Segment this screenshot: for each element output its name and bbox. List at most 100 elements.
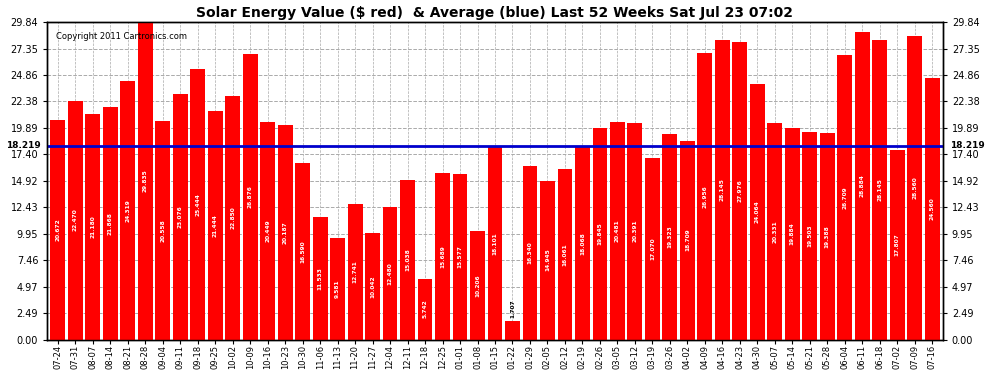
Text: 15.038: 15.038 bbox=[405, 248, 410, 271]
Bar bbox=[767, 123, 782, 340]
Text: 19.845: 19.845 bbox=[597, 223, 603, 245]
Bar bbox=[854, 32, 870, 340]
Bar bbox=[628, 123, 643, 340]
Text: 21.868: 21.868 bbox=[108, 212, 113, 235]
Text: 12.741: 12.741 bbox=[352, 260, 357, 283]
Bar bbox=[470, 231, 485, 340]
Bar bbox=[749, 84, 765, 340]
Bar bbox=[208, 111, 223, 340]
Bar bbox=[610, 122, 625, 340]
Text: 18.068: 18.068 bbox=[580, 232, 585, 255]
Bar bbox=[260, 122, 275, 340]
Text: 27.976: 27.976 bbox=[738, 179, 742, 202]
Text: 28.145: 28.145 bbox=[720, 178, 725, 201]
Bar bbox=[925, 78, 940, 340]
Text: 18.709: 18.709 bbox=[685, 229, 690, 251]
Bar bbox=[523, 166, 538, 340]
Bar bbox=[487, 147, 503, 340]
Bar bbox=[890, 150, 905, 340]
Text: 21.444: 21.444 bbox=[213, 214, 218, 237]
Text: 24.319: 24.319 bbox=[125, 199, 131, 222]
Text: 28.145: 28.145 bbox=[877, 178, 882, 201]
Bar bbox=[243, 54, 257, 340]
Text: 19.503: 19.503 bbox=[807, 225, 813, 247]
Bar bbox=[418, 279, 433, 340]
Bar bbox=[872, 40, 887, 340]
Text: 18.219: 18.219 bbox=[949, 141, 984, 150]
Text: 21.180: 21.180 bbox=[90, 216, 95, 238]
Text: 5.742: 5.742 bbox=[423, 300, 428, 318]
Bar bbox=[67, 100, 83, 340]
Text: 16.061: 16.061 bbox=[562, 243, 567, 266]
Bar bbox=[50, 120, 65, 340]
Bar bbox=[103, 107, 118, 340]
Text: 20.672: 20.672 bbox=[55, 218, 60, 241]
Text: 20.558: 20.558 bbox=[160, 219, 165, 242]
Text: 9.581: 9.581 bbox=[335, 279, 341, 298]
Text: 19.388: 19.388 bbox=[825, 225, 830, 248]
Text: 16.590: 16.590 bbox=[300, 240, 305, 262]
Bar bbox=[120, 81, 136, 340]
Text: Copyright 2011 Cartronics.com: Copyright 2011 Cartronics.com bbox=[56, 32, 187, 40]
Bar bbox=[838, 56, 852, 340]
Bar bbox=[680, 141, 695, 340]
Text: 15.577: 15.577 bbox=[457, 245, 462, 268]
Text: 12.480: 12.480 bbox=[387, 262, 393, 285]
Text: 1.707: 1.707 bbox=[510, 300, 515, 318]
Bar bbox=[138, 22, 152, 340]
Text: 26.956: 26.956 bbox=[702, 185, 708, 208]
Text: 18.219: 18.219 bbox=[6, 141, 41, 150]
Bar bbox=[295, 163, 310, 340]
Bar bbox=[190, 69, 205, 340]
Text: 18.101: 18.101 bbox=[492, 232, 498, 255]
Bar bbox=[785, 128, 800, 340]
Bar bbox=[697, 53, 713, 340]
Text: 26.876: 26.876 bbox=[248, 185, 252, 208]
Text: 15.689: 15.689 bbox=[440, 245, 446, 267]
Bar bbox=[540, 181, 555, 340]
Bar bbox=[172, 94, 188, 340]
Title: Solar Energy Value ($ red)  & Average (blue) Last 52 Weeks Sat Jul 23 07:02: Solar Energy Value ($ red) & Average (bl… bbox=[196, 6, 794, 20]
Text: 16.340: 16.340 bbox=[528, 242, 533, 264]
Bar bbox=[347, 204, 362, 340]
Bar bbox=[277, 125, 293, 340]
Bar bbox=[592, 129, 608, 340]
Bar bbox=[313, 217, 328, 340]
Text: 29.835: 29.835 bbox=[143, 170, 148, 192]
Bar bbox=[400, 180, 415, 340]
Text: 25.444: 25.444 bbox=[195, 193, 200, 216]
Text: 19.323: 19.323 bbox=[667, 225, 672, 248]
Bar bbox=[820, 134, 835, 340]
Text: 20.187: 20.187 bbox=[282, 221, 288, 244]
Text: 20.331: 20.331 bbox=[772, 220, 777, 243]
Text: 28.560: 28.560 bbox=[912, 176, 918, 199]
Bar bbox=[644, 158, 660, 340]
Text: 19.884: 19.884 bbox=[790, 222, 795, 245]
Text: 24.560: 24.560 bbox=[930, 198, 935, 220]
Text: 20.449: 20.449 bbox=[265, 219, 270, 242]
Bar bbox=[662, 134, 677, 340]
Text: 20.391: 20.391 bbox=[633, 220, 638, 243]
Text: 26.709: 26.709 bbox=[842, 186, 847, 209]
Bar bbox=[225, 96, 241, 340]
Bar bbox=[155, 121, 170, 340]
Bar bbox=[382, 207, 398, 340]
Text: 22.850: 22.850 bbox=[230, 207, 236, 230]
Bar bbox=[802, 132, 818, 340]
Bar bbox=[907, 36, 923, 340]
Text: 22.470: 22.470 bbox=[72, 209, 78, 231]
Text: 17.807: 17.807 bbox=[895, 234, 900, 256]
Bar bbox=[557, 169, 572, 340]
Bar bbox=[505, 321, 520, 340]
Bar bbox=[733, 42, 747, 340]
Text: 10.042: 10.042 bbox=[370, 275, 375, 297]
Text: 11.533: 11.533 bbox=[318, 267, 323, 290]
Bar bbox=[715, 40, 730, 340]
Text: 24.064: 24.064 bbox=[754, 200, 760, 223]
Text: 28.884: 28.884 bbox=[859, 174, 865, 197]
Text: 17.070: 17.070 bbox=[649, 237, 655, 260]
Bar bbox=[452, 174, 467, 340]
Bar bbox=[365, 233, 380, 340]
Bar bbox=[575, 147, 590, 340]
Bar bbox=[435, 173, 450, 340]
